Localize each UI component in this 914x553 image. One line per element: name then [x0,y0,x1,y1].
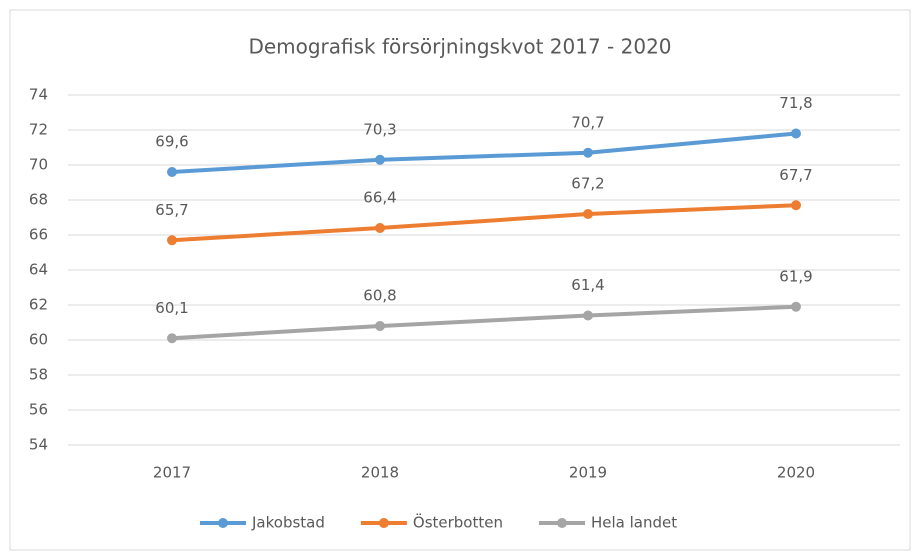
legend-marker [378,518,389,528]
data-label: 60,1 [155,299,188,317]
data-label: 67,2 [571,175,604,193]
series-line [170,131,798,174]
data-point [167,167,177,177]
y-tick-label: 54 [29,436,48,454]
data-label: 71,8 [779,94,812,112]
data-label: 61,4 [571,276,604,294]
data-label: 70,3 [363,120,396,138]
data-point [167,333,177,344]
data-label: 66,4 [363,189,396,207]
data-point [791,128,801,139]
legend-marker [557,518,567,528]
data-point [583,310,593,321]
y-tick-label: 56 [29,401,48,419]
legend-label: Hela landet [591,514,677,532]
series-line [170,203,798,243]
y-tick-label: 72 [29,121,48,139]
y-tick-label: 74 [29,86,48,104]
data-point [375,154,385,165]
y-tick-label: 58 [29,366,48,384]
data-point [583,209,593,219]
x-tick-label: 2018 [361,464,399,482]
data-point [375,321,385,331]
x-tick-label: 2020 [777,464,815,482]
data-point [583,147,593,158]
y-tick-label: 60 [29,331,48,349]
chart-title: Demografisk försörjningskvot 2017 - 2020 [248,35,671,59]
data-label: 69,6 [155,133,188,151]
data-point [791,301,801,312]
y-tick-label: 70 [29,156,48,174]
data-label: 70,7 [571,113,604,131]
data-label: 65,7 [155,201,188,219]
y-tick-label: 68 [29,191,48,209]
data-point [167,235,177,246]
data-label: 67,7 [779,166,812,184]
data-label: 60,8 [363,287,396,305]
data-point [791,200,801,211]
legend-marker [218,518,228,528]
series-line [170,304,798,341]
legend-label: Jakobstad [251,514,325,532]
data-label: 61,9 [779,267,812,285]
data-point [375,223,385,233]
y-tick-label: 66 [29,226,48,244]
legend-label: Österbotten [413,513,503,532]
y-tick-label: 64 [29,261,48,279]
x-tick-label: 2017 [153,464,191,482]
x-tick-label: 2019 [569,464,607,482]
chart-frame [9,9,911,551]
y-tick-label: 62 [29,296,48,314]
